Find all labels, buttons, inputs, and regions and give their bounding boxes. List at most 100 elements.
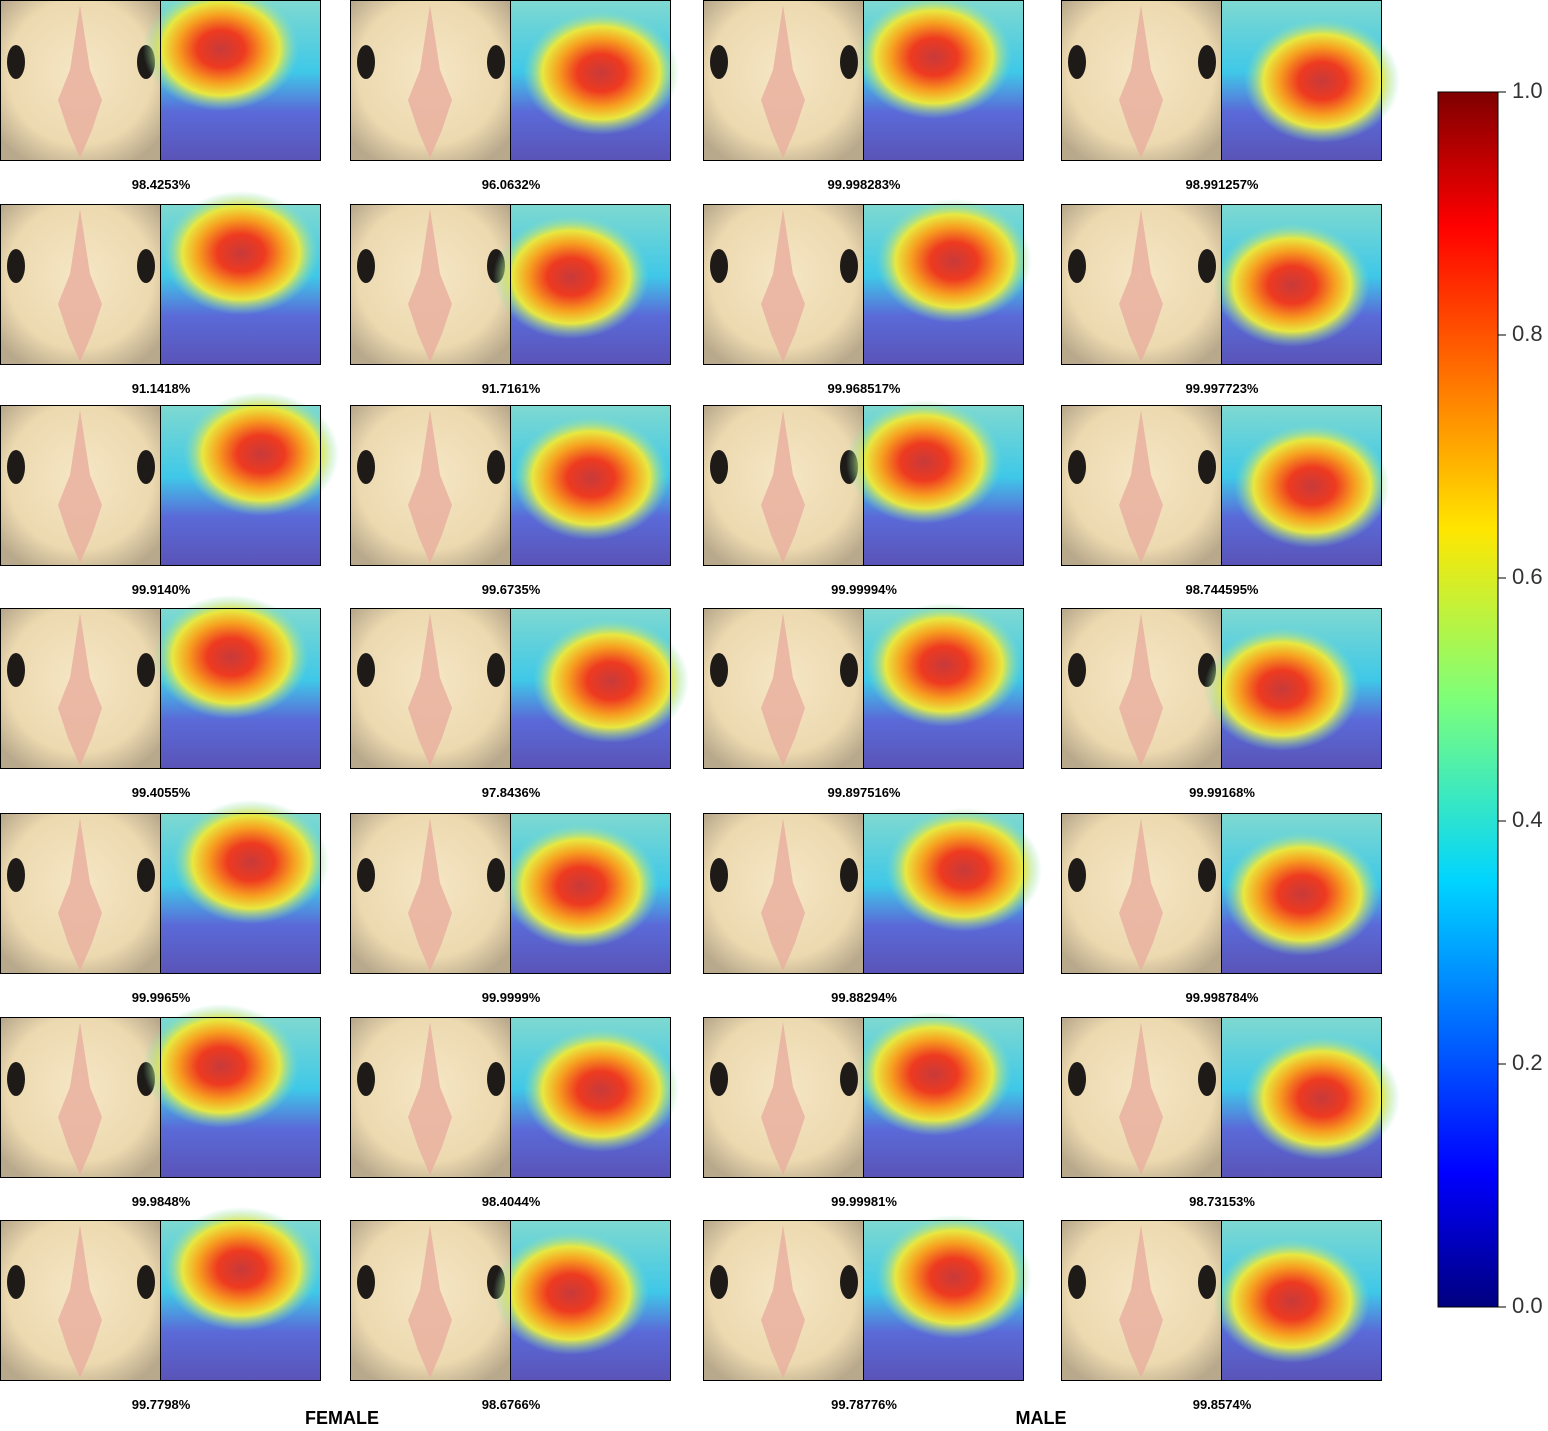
eye (137, 249, 155, 283)
eye (1068, 1062, 1086, 1096)
eye (710, 1265, 728, 1299)
panel (1061, 608, 1382, 769)
confidence-label: 99.9999% (482, 990, 541, 1005)
tick-label: 0.6 (1512, 564, 1543, 589)
eye (357, 450, 375, 484)
eye (1068, 450, 1086, 484)
eye (137, 858, 155, 892)
beak (1119, 410, 1163, 563)
panel (1061, 0, 1400, 161)
heat-blob (523, 1028, 679, 1152)
eye (487, 450, 505, 484)
eye (487, 45, 505, 79)
confidence-label: 99.968517% (827, 381, 900, 396)
eye (357, 653, 375, 687)
eye (1198, 450, 1216, 484)
eye (1068, 1265, 1086, 1299)
heat-blob (856, 1012, 1012, 1136)
eye (710, 1062, 728, 1096)
heat-blob (1244, 1036, 1400, 1160)
tick-label: 0.4 (1512, 807, 1543, 832)
confidence-label: 99.99994% (831, 582, 897, 597)
panel (703, 808, 1042, 974)
tick-label: 0.0 (1512, 1293, 1543, 1318)
panel (0, 191, 321, 365)
confidence-label: 91.1418% (132, 381, 191, 396)
eye (1068, 249, 1086, 283)
confidence-label: 99.88294% (831, 990, 897, 1005)
panel (0, 0, 321, 161)
confidence-label: 99.998784% (1185, 990, 1258, 1005)
panel (1061, 405, 1390, 566)
eye (1198, 858, 1216, 892)
confidence-label: 99.897516% (827, 785, 900, 800)
heat-blob (876, 199, 1032, 323)
heat-blob (143, 0, 299, 111)
beak (761, 410, 805, 563)
panel (350, 1220, 671, 1381)
beak (761, 613, 805, 766)
tick-label: 1.0 (1512, 78, 1543, 103)
eye (7, 450, 25, 484)
eye (7, 653, 25, 687)
panel (0, 1207, 321, 1381)
confidence-label: 99.4055% (132, 785, 191, 800)
eye (137, 653, 155, 687)
confidence-label: 99.6735% (482, 582, 541, 597)
confidence-label: 91.7161% (482, 381, 541, 396)
confidence-label: 97.8436% (482, 785, 541, 800)
heat-blob (163, 1207, 319, 1331)
beak (1119, 613, 1163, 766)
eye (840, 1062, 858, 1096)
heat-blob (533, 619, 689, 743)
eye (7, 45, 25, 79)
confidence-label: 98.4253% (132, 177, 191, 192)
panel (350, 405, 671, 566)
beak (761, 5, 805, 158)
beak (408, 1225, 452, 1378)
heat-blob (153, 595, 309, 719)
confidence-label: 99.7798% (132, 1397, 191, 1412)
heat-blob (1234, 424, 1390, 548)
heat-blob (866, 603, 1022, 727)
beak (761, 1225, 805, 1378)
heat-blob (143, 1004, 299, 1128)
confidence-label: 98.4044% (482, 1194, 541, 1209)
heat-blob (503, 824, 659, 948)
eye (487, 858, 505, 892)
panel (350, 608, 689, 769)
tick-label: 0.8 (1512, 321, 1543, 346)
heat-blob (1214, 1239, 1370, 1363)
beak (408, 209, 452, 362)
confidence-label: 98.73153% (1189, 1194, 1255, 1209)
confidence-label: 99.9140% (132, 582, 191, 597)
heat-blob (493, 215, 649, 339)
eye (7, 1062, 25, 1096)
heat-blob (493, 1231, 649, 1355)
panel (350, 0, 679, 161)
heat-blob (173, 800, 329, 924)
heat-blob (876, 1215, 1032, 1339)
group-label: FEMALE (305, 1408, 379, 1428)
panel (1061, 204, 1382, 365)
tick-label: 0.2 (1512, 1050, 1543, 1075)
beak (58, 1022, 102, 1175)
heat-blob (163, 191, 319, 315)
beak (58, 613, 102, 766)
eye (7, 249, 25, 283)
panel (0, 595, 321, 769)
heat-blob (886, 808, 1042, 932)
beak (1119, 1225, 1163, 1378)
panel (703, 0, 1024, 161)
beak (58, 410, 102, 563)
eye (1068, 653, 1086, 687)
eye (840, 45, 858, 79)
eye (710, 249, 728, 283)
eye (137, 450, 155, 484)
panel (0, 800, 329, 974)
heat-blob (183, 392, 339, 516)
panel (350, 204, 671, 365)
eye (1068, 45, 1086, 79)
eye (7, 1265, 25, 1299)
